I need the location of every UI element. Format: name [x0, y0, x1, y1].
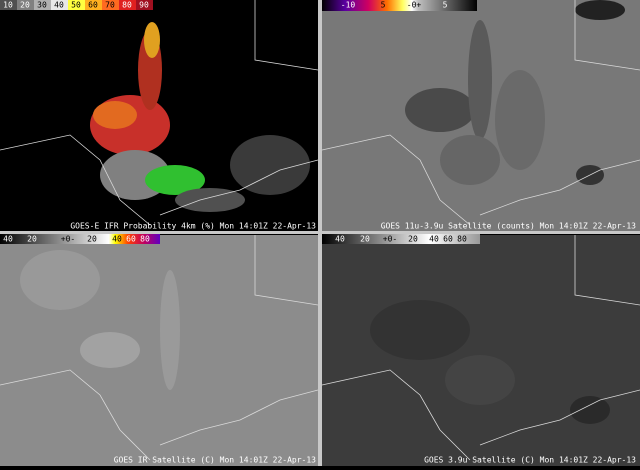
panel-39u: 40 20 +0- 20 40 60 80 GOES 3.9u Satellit… [321, 234, 640, 466]
colorbar-label: 40 [112, 235, 122, 244]
colorbar-label: 60 [88, 1, 98, 10]
panel-ifr: 10 20 30 40 50 60 70 80 90 GOES-E IFR Pr… [0, 0, 319, 231]
colorbar-label: 40 [3, 235, 13, 244]
panel-caption: GOES 11u-3.9u Satellite (counts) Mon 14:… [381, 222, 636, 231]
colorbar-label: 80 [457, 235, 467, 244]
colorbar: 10 20 30 40 50 60 70 80 90 [0, 0, 153, 10]
colorbar-label: -0+ [407, 1, 422, 10]
colorbar-label: 20 [408, 235, 418, 244]
state-borders [0, 0, 319, 226]
panel-ir: 40 20 +0- 20 40 60 80 GOES IR Satellite … [0, 234, 319, 466]
colorbar-label: 20 [360, 235, 370, 244]
colorbar-label: 80 [122, 1, 132, 10]
colorbar-label: +0- [61, 235, 75, 244]
colorbar-label: 5 [381, 1, 386, 10]
colorbar-label: +0- [383, 235, 397, 244]
colorbar-label: 20 [20, 1, 30, 10]
colorbar-label: 40 [335, 235, 345, 244]
state-borders [321, 235, 640, 461]
colorbar-label: 20 [87, 235, 97, 244]
39u-field [370, 300, 610, 424]
panel-fog: -10 5 -0+ 5 GOES 11u-3.9u Satellite (cou… [321, 0, 640, 231]
probability-field [90, 22, 310, 212]
colorbar-label: 5 [443, 1, 448, 10]
colorbar-label: 40 [54, 1, 64, 10]
colorbar: -10 5 -0+ 5 [322, 0, 477, 11]
ir-field [20, 250, 180, 390]
colorbar-label: 60 [443, 235, 453, 244]
panel-caption: GOES-E IFR Probability 4km (%) Mon 14:01… [70, 222, 316, 231]
colorbar: 40 20 +0- 20 40 60 80 [0, 234, 160, 244]
colorbar-label: 80 [140, 235, 150, 244]
state-borders [0, 235, 319, 461]
colorbar-label: 90 [139, 1, 149, 10]
state-borders [321, 0, 640, 226]
colorbar-label: 40 [429, 235, 439, 244]
colorbar-label: -10 [341, 1, 356, 10]
colorbar-label: 60 [126, 235, 136, 244]
divider [0, 231, 640, 234]
panel-background [322, 235, 640, 466]
colorbar-label: 50 [71, 1, 81, 10]
panel-caption: GOES IR Satellite (C) Mon 14:01Z 22-Apr-… [114, 456, 316, 465]
colorbar-label: 10 [3, 1, 13, 10]
colorbar-label: 30 [37, 1, 47, 10]
colorbar-label: 70 [105, 1, 115, 10]
colorbar-label: 20 [27, 235, 37, 244]
colorbar: 40 20 +0- 20 40 60 80 [322, 234, 480, 244]
panel-caption: GOES 3.9u Satellite (C) Mon 14:01Z 22-Ap… [424, 456, 636, 465]
